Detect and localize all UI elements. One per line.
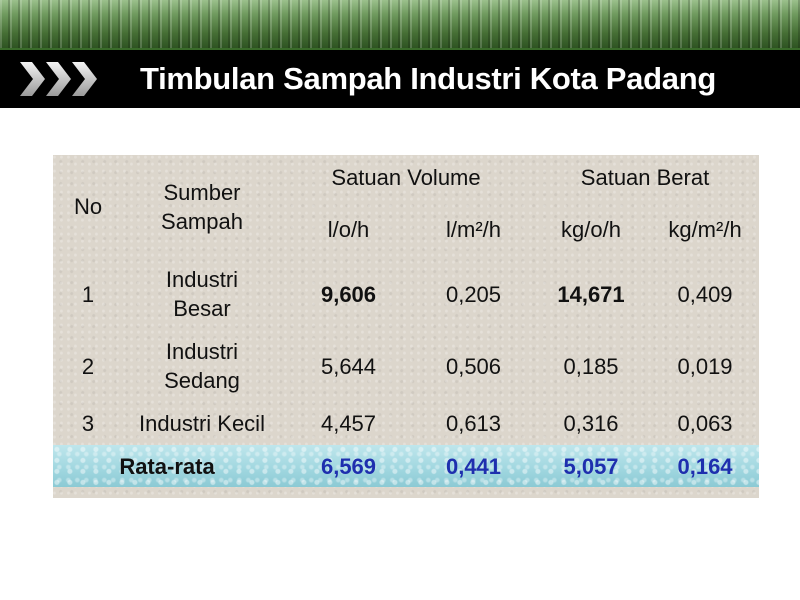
average-value: 0,441 xyxy=(445,453,502,479)
page-title: Timbulan Sampah Industri Kota Padang xyxy=(140,61,716,96)
header-unit: l/m²/h xyxy=(446,216,501,242)
title-bar: Timbulan Sampah Industri Kota Padang xyxy=(0,48,800,108)
row-no: 2 xyxy=(81,353,95,379)
row-source: Industri Besar xyxy=(165,267,239,321)
cell-value: 0,063 xyxy=(677,411,733,436)
cell-value: 0,205 xyxy=(445,281,502,307)
cell-value: 0,019 xyxy=(677,353,733,379)
top-decorative-band xyxy=(0,0,800,48)
header-unit: kg/o/h xyxy=(561,216,621,242)
average-value: 5,057 xyxy=(563,453,619,479)
cell-value: 0,613 xyxy=(445,411,502,436)
cell-value: 0,409 xyxy=(677,281,733,307)
waste-table: No Sumber Sampah Satuan Volume Satuan Be… xyxy=(53,155,760,487)
cell-value: 9,606 xyxy=(320,281,377,307)
average-row: Rata-rata 6,569 0,441 5,057 0,164 xyxy=(53,445,760,487)
row-source: Industri Sedang xyxy=(164,339,240,393)
table-row: 3 Industri Kecil 4,457 0,613 0,316 0,063 xyxy=(53,402,759,445)
cell-value: 5,644 xyxy=(320,353,377,379)
cell-value: 0,316 xyxy=(563,411,619,436)
triple-chevron-icon xyxy=(20,62,97,96)
average-value: 6,569 xyxy=(320,453,377,479)
average-value: 0,164 xyxy=(677,453,733,479)
average-label: Rata-rata xyxy=(119,453,215,479)
header-weight-group: Satuan Berat xyxy=(580,165,710,190)
row-source: Industri Kecil xyxy=(139,411,265,436)
data-table-container: No Sumber Sampah Satuan Volume Satuan Be… xyxy=(53,155,760,498)
header-source: Sumber Sampah xyxy=(161,179,243,234)
row-no: 1 xyxy=(81,281,95,307)
row-no: 3 xyxy=(81,411,95,436)
table-row: 1 Industri Besar 9,606 0,205 14,671 0,40… xyxy=(53,258,759,330)
table-unit-row: l/o/h l/m²/h kg/o/h kg/m²/h xyxy=(53,200,759,258)
table-header-row: No Sumber Sampah Satuan Volume Satuan Be… xyxy=(53,155,759,234)
header-no: No xyxy=(73,194,103,219)
header-volume-group: Satuan Volume xyxy=(331,165,481,190)
cell-value: 0,185 xyxy=(563,353,619,379)
table-row: 2 Industri Sedang 5,644 0,506 0,185 0,01… xyxy=(53,330,759,402)
cell-value: 0,506 xyxy=(445,353,502,379)
cell-value: 4,457 xyxy=(320,411,377,436)
cell-value: 14,671 xyxy=(557,281,625,307)
header-unit: l/o/h xyxy=(327,216,370,242)
header-unit: kg/m²/h xyxy=(668,216,742,242)
